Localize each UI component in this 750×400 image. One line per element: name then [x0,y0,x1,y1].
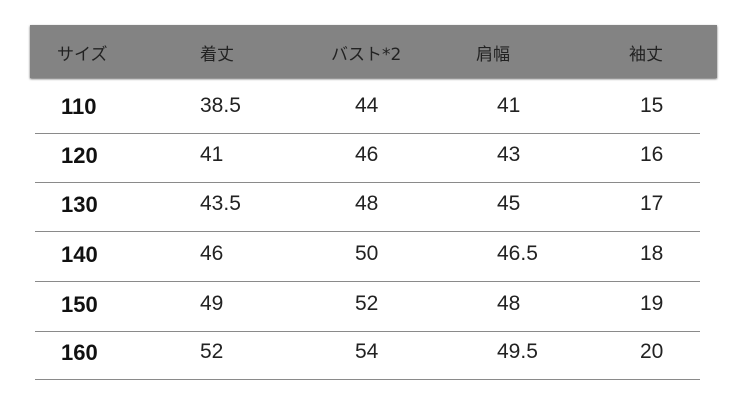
value-cell: 38.5 [200,94,241,117]
size-cell: 120 [61,143,98,168]
value-cell: 46 [200,242,224,265]
header-bust: バスト*2 [331,45,402,65]
value-cell: 45 [497,192,521,215]
value-cell: 41 [200,143,224,166]
value-cell: 43.5 [200,192,241,215]
value-cell: 19 [640,292,664,315]
value-cell: 49.5 [497,340,538,363]
value-cell: 15 [640,94,664,117]
value-cell: 20 [640,340,664,363]
header-sleeve: 袖丈 [629,45,663,65]
value-cell: 50 [355,242,379,265]
table-row: 120 41 46 43 16 [35,133,700,183]
value-cell: 48 [355,192,379,215]
value-cell: 43 [497,143,521,166]
table-row: 160 52 54 49.5 20 [35,330,700,380]
header-length: 着丈 [200,45,234,65]
table-row: 110 38.5 44 41 15 [35,84,700,134]
table-row: 140 46 50 46.5 18 [35,232,700,282]
value-cell: 46.5 [497,242,538,265]
value-cell: 52 [200,340,224,363]
value-cell: 48 [497,292,521,315]
value-cell: 16 [640,143,664,166]
value-cell: 18 [640,242,664,265]
header-shoulder: 肩幅 [476,45,510,65]
table-header: サイズ 着丈 バスト*2 肩幅 袖丈 [30,25,717,78]
value-cell: 41 [497,94,521,117]
value-cell: 46 [355,143,379,166]
size-cell: 110 [61,94,97,119]
size-cell: 140 [61,242,98,267]
value-cell: 49 [200,292,224,315]
table-row: 130 43.5 48 45 17 [35,182,700,232]
size-cell: 130 [61,192,98,217]
value-cell: 54 [355,340,379,363]
size-cell: 150 [61,292,98,317]
value-cell: 17 [640,192,664,215]
value-cell: 44 [355,94,379,117]
size-cell: 160 [61,340,98,365]
table-row: 150 49 52 48 19 [35,282,700,332]
header-size: サイズ [57,45,108,65]
value-cell: 52 [355,292,379,315]
